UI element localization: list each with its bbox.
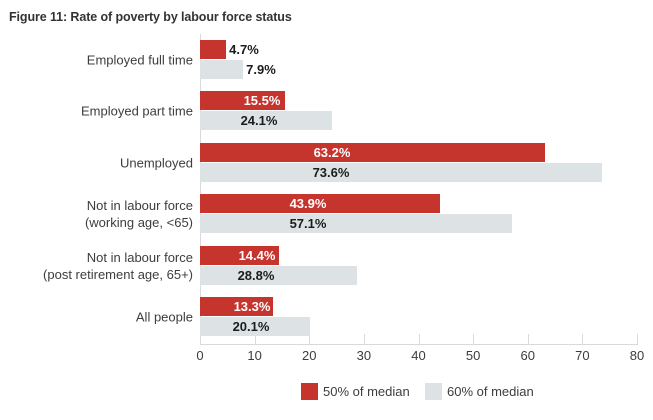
value-label: 24.1% [240, 113, 278, 128]
bar-60-of-median [200, 317, 310, 336]
x-axis-line [200, 344, 638, 345]
bar-50-of-median [200, 194, 440, 213]
value-label: 14.4% [238, 248, 276, 263]
x-axis-tick-label: 0 [196, 348, 204, 363]
bar-50-of-median [200, 91, 285, 110]
x-axis-tick [309, 334, 311, 344]
x-axis-tick-label: 10 [247, 348, 262, 363]
category-label: Not in labour force (post retirement age… [43, 249, 193, 282]
x-axis-tick [527, 334, 529, 344]
x-axis-tick-label: 20 [302, 348, 317, 363]
x-axis-tick-label: 30 [356, 348, 372, 363]
legend-item-60-of-median: 60% of median [425, 383, 534, 400]
legend-label-50-of-median: 50% of median [323, 384, 410, 399]
value-label: 7.9% [246, 62, 276, 77]
legend-swatch-grey-icon [425, 383, 442, 400]
category-label: Unemployed [120, 155, 193, 170]
x-axis-tick [200, 334, 201, 344]
value-label: 13.3% [233, 299, 271, 314]
bar-60-of-median [200, 111, 332, 130]
legend-swatch-red-icon [301, 383, 318, 400]
bar-50-of-median [200, 297, 273, 316]
bar-60-of-median [200, 266, 358, 285]
value-label: 43.9% [289, 196, 327, 211]
value-label: 20.1% [232, 319, 270, 334]
x-axis-tick [254, 334, 256, 344]
category-label: Not in labour force (working age, <65) [84, 197, 193, 230]
x-axis-tick-label: 80 [629, 348, 645, 363]
x-axis-tick [637, 334, 638, 344]
bar-50-of-median [200, 40, 226, 59]
x-axis-tick-label: 60 [520, 348, 535, 363]
value-label: 57.1% [289, 216, 327, 231]
value-label: 73.6% [312, 165, 350, 180]
bar-60-of-median [200, 214, 512, 233]
value-label: 28.8% [237, 268, 275, 283]
bar-60-of-median [200, 163, 603, 182]
x-axis-tick [363, 334, 365, 344]
y-axis-line [200, 34, 201, 344]
x-axis-tick [418, 334, 420, 344]
value-label: 63.2% [313, 145, 351, 160]
bar-50-of-median [200, 246, 279, 265]
x-axis-tick [582, 334, 584, 344]
value-label: 15.5% [243, 93, 281, 108]
legend-label-60-of-median: 60% of median [447, 384, 534, 399]
legend-item-50-of-median: 50% of median [301, 383, 410, 400]
category-label: Employed part time [81, 103, 193, 118]
bar-50-of-median [200, 143, 546, 162]
category-label: Employed full time [86, 52, 193, 67]
category-label: All people [135, 309, 193, 324]
x-axis-tick-label: 40 [411, 348, 426, 363]
value-label: 4.7% [229, 42, 259, 57]
bar-60-of-median [200, 60, 244, 79]
x-axis-tick-label: 70 [575, 348, 590, 363]
chart-title: Figure 11: Rate of poverty by labour for… [9, 10, 292, 24]
x-axis-tick-label: 50 [465, 348, 481, 363]
x-axis-tick [473, 334, 475, 344]
